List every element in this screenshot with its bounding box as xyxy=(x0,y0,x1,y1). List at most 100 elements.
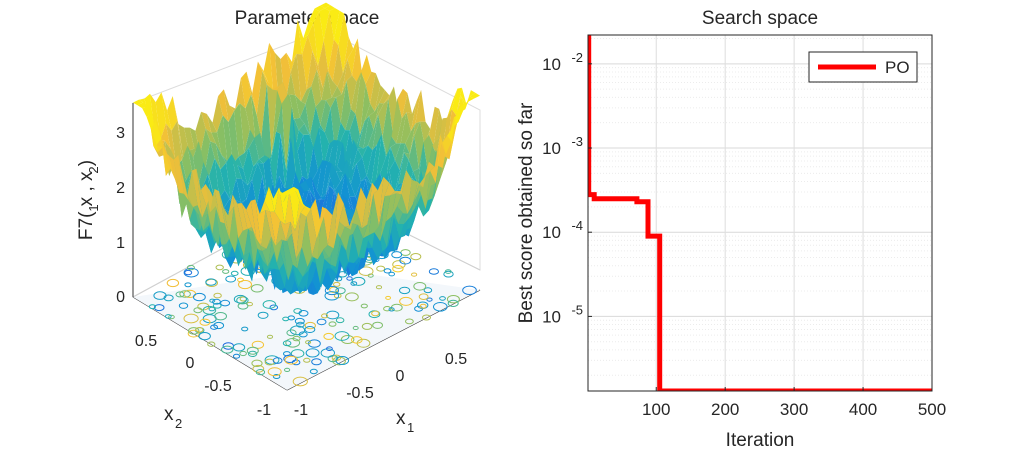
surface-cell xyxy=(307,147,318,181)
surface-cell xyxy=(408,135,419,172)
surface-cell xyxy=(344,196,355,214)
contour-line xyxy=(443,270,454,278)
surface-cell xyxy=(331,244,342,275)
surface-cell xyxy=(323,140,334,167)
surface-cell xyxy=(197,205,208,231)
surface-cell xyxy=(273,187,284,202)
surface-cell xyxy=(239,103,250,154)
surface-cell xyxy=(252,162,263,207)
surface-cell xyxy=(306,209,317,257)
svg-text:1: 1 xyxy=(407,420,414,435)
surface-cell xyxy=(400,112,411,144)
x-axis-label: x 1 xyxy=(396,408,414,435)
contour-line xyxy=(199,318,211,326)
surface-cell xyxy=(160,123,171,149)
surface-cell xyxy=(361,175,372,185)
surface-cell xyxy=(193,205,204,231)
surface-cell xyxy=(356,187,367,229)
contour-line xyxy=(399,256,412,265)
surface-cell xyxy=(335,238,347,267)
surface-cell xyxy=(367,247,378,266)
surface-cell xyxy=(464,96,475,109)
surface-cell xyxy=(274,268,285,291)
surface-cell xyxy=(433,108,444,146)
surface-cell xyxy=(409,190,420,218)
contour-line xyxy=(352,325,359,331)
surface-cell xyxy=(386,136,397,157)
surface-cell xyxy=(237,165,248,186)
contour-line xyxy=(238,279,252,290)
surface-cell xyxy=(396,112,407,144)
surface-cell xyxy=(327,192,339,249)
surface-cell xyxy=(243,147,254,186)
y-tick-label: -0.5 xyxy=(204,378,232,395)
contour-line xyxy=(237,302,249,310)
contour-line xyxy=(184,269,193,276)
contour-line xyxy=(202,305,217,315)
contour-line xyxy=(272,374,281,379)
plot-frame xyxy=(587,34,933,392)
surface-cell xyxy=(220,162,231,200)
x-axis-label: Iteration xyxy=(726,430,795,451)
surface-cell xyxy=(414,121,425,169)
surface-cell xyxy=(312,266,323,294)
contour-line xyxy=(361,322,373,330)
contour-line xyxy=(316,318,327,326)
surface-cell xyxy=(303,134,314,180)
surface-cell xyxy=(251,227,263,252)
surface-cell xyxy=(323,245,334,258)
contour-line xyxy=(428,268,439,275)
surface-cell xyxy=(321,71,332,101)
contour-line xyxy=(323,332,335,340)
surface-cell xyxy=(379,90,390,104)
surface-cell xyxy=(340,226,351,251)
contour-line xyxy=(220,299,231,307)
surface-cell xyxy=(297,19,308,55)
surface-cell xyxy=(257,61,269,83)
surface-cell xyxy=(350,72,362,114)
convergence-plot: Search space 100 200 300 400 500 10 -510 -410-… xyxy=(516,8,946,451)
contour-line xyxy=(215,264,224,271)
surface-cell xyxy=(397,88,408,119)
surface-cell xyxy=(302,257,314,277)
surface-cell xyxy=(384,182,395,197)
surface-cell xyxy=(305,177,316,201)
contour-line xyxy=(153,291,167,300)
surface-cell xyxy=(228,111,239,164)
surface-cell xyxy=(398,210,409,224)
y-tick-label: 10 xyxy=(542,55,561,74)
surface-cell xyxy=(310,106,321,153)
surface-cell xyxy=(301,86,312,104)
surface-cell xyxy=(324,5,336,11)
contour-line xyxy=(212,298,221,305)
surface-cell xyxy=(390,190,401,196)
surface-cell xyxy=(368,194,379,236)
surface-cell xyxy=(288,264,299,287)
contour-line xyxy=(166,278,180,288)
contour-floor xyxy=(133,268,480,390)
legend-label: PO xyxy=(885,58,910,77)
contour-line xyxy=(282,340,292,347)
contour-line xyxy=(375,285,383,290)
z-tick-label: 0 xyxy=(116,289,125,306)
contour-line xyxy=(376,265,386,272)
surface-cell xyxy=(398,152,409,184)
surface-cell xyxy=(299,180,310,192)
surface-cell xyxy=(352,148,363,170)
contour-line xyxy=(358,266,374,277)
contour-line xyxy=(418,293,429,301)
contour-line xyxy=(255,369,266,376)
surface-cell xyxy=(214,188,225,224)
contour-line xyxy=(164,314,172,319)
surface-cell xyxy=(277,82,288,104)
surface-cell xyxy=(293,266,305,294)
surface-cell xyxy=(367,182,378,225)
surface-cell xyxy=(318,239,329,259)
surface-cell xyxy=(357,145,368,158)
surface-cell xyxy=(297,134,308,180)
surface-cell xyxy=(223,89,234,122)
surface-cell xyxy=(447,88,458,118)
surface-cell xyxy=(326,268,337,284)
surface-cell xyxy=(261,210,272,249)
svg-text:2: 2 xyxy=(86,166,101,173)
